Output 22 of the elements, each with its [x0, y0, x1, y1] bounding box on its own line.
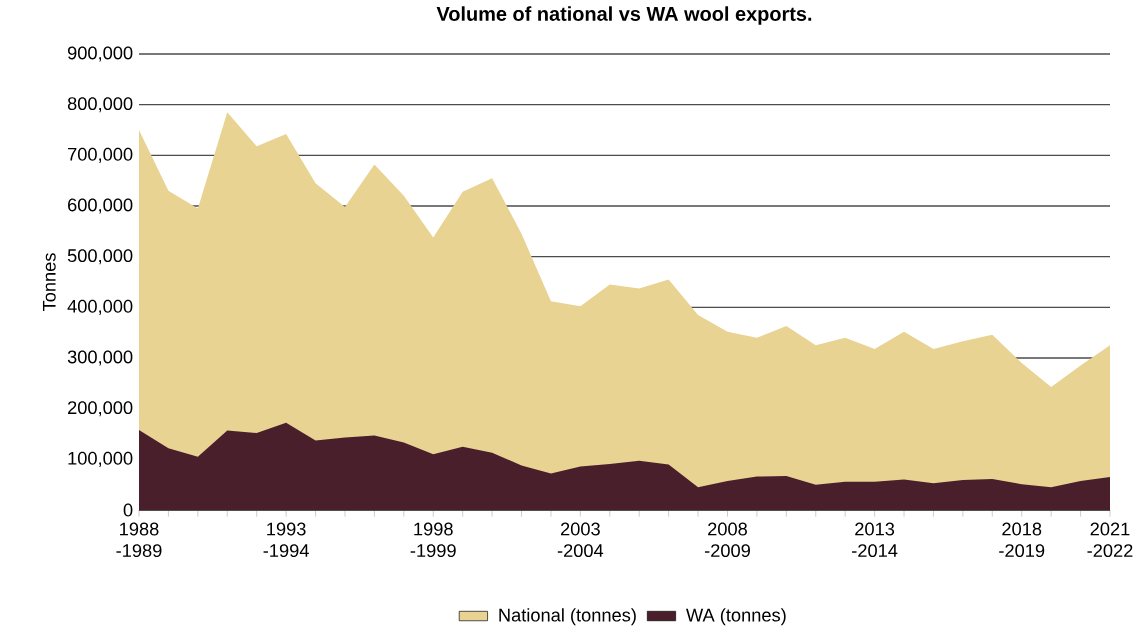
y-tick-label: 100,000	[68, 451, 133, 467]
x-tick-label: 2003 -2004	[557, 522, 604, 558]
x-tick-label: 1993 -1994	[263, 522, 309, 558]
y-tick-label: 700,000	[68, 147, 133, 163]
x-tick-label: 1988 -1989	[116, 522, 162, 558]
x-tick-label: 2021 -2022	[1087, 522, 1133, 558]
x-tick-label: 2013 -2014	[852, 522, 898, 558]
x-tick-label: 2008 -2009	[704, 522, 750, 558]
y-axis-title: Tonnes	[42, 253, 56, 312]
legend-label: National (tonnes)	[499, 608, 636, 626]
x-tick-label: 1998 -1999	[410, 522, 456, 558]
y-tick-label: 400,000	[67, 299, 133, 315]
legend-label: WA (tonnes)	[686, 608, 786, 626]
y-tick-label: 600,000	[68, 198, 133, 214]
y-tick-label: 0	[123, 503, 133, 517]
x-tick-label: 2018 -2019	[999, 522, 1045, 558]
y-tick-label: 300,000	[67, 350, 133, 366]
chart-title: Volume of national vs WA wool exports.	[436, 6, 812, 25]
y-tick-label: 500,000	[67, 249, 133, 265]
y-tick-label: 200,000	[68, 401, 133, 417]
y-tick-label: 800,000	[67, 97, 133, 113]
y-tick-label: 900,000	[67, 46, 133, 62]
